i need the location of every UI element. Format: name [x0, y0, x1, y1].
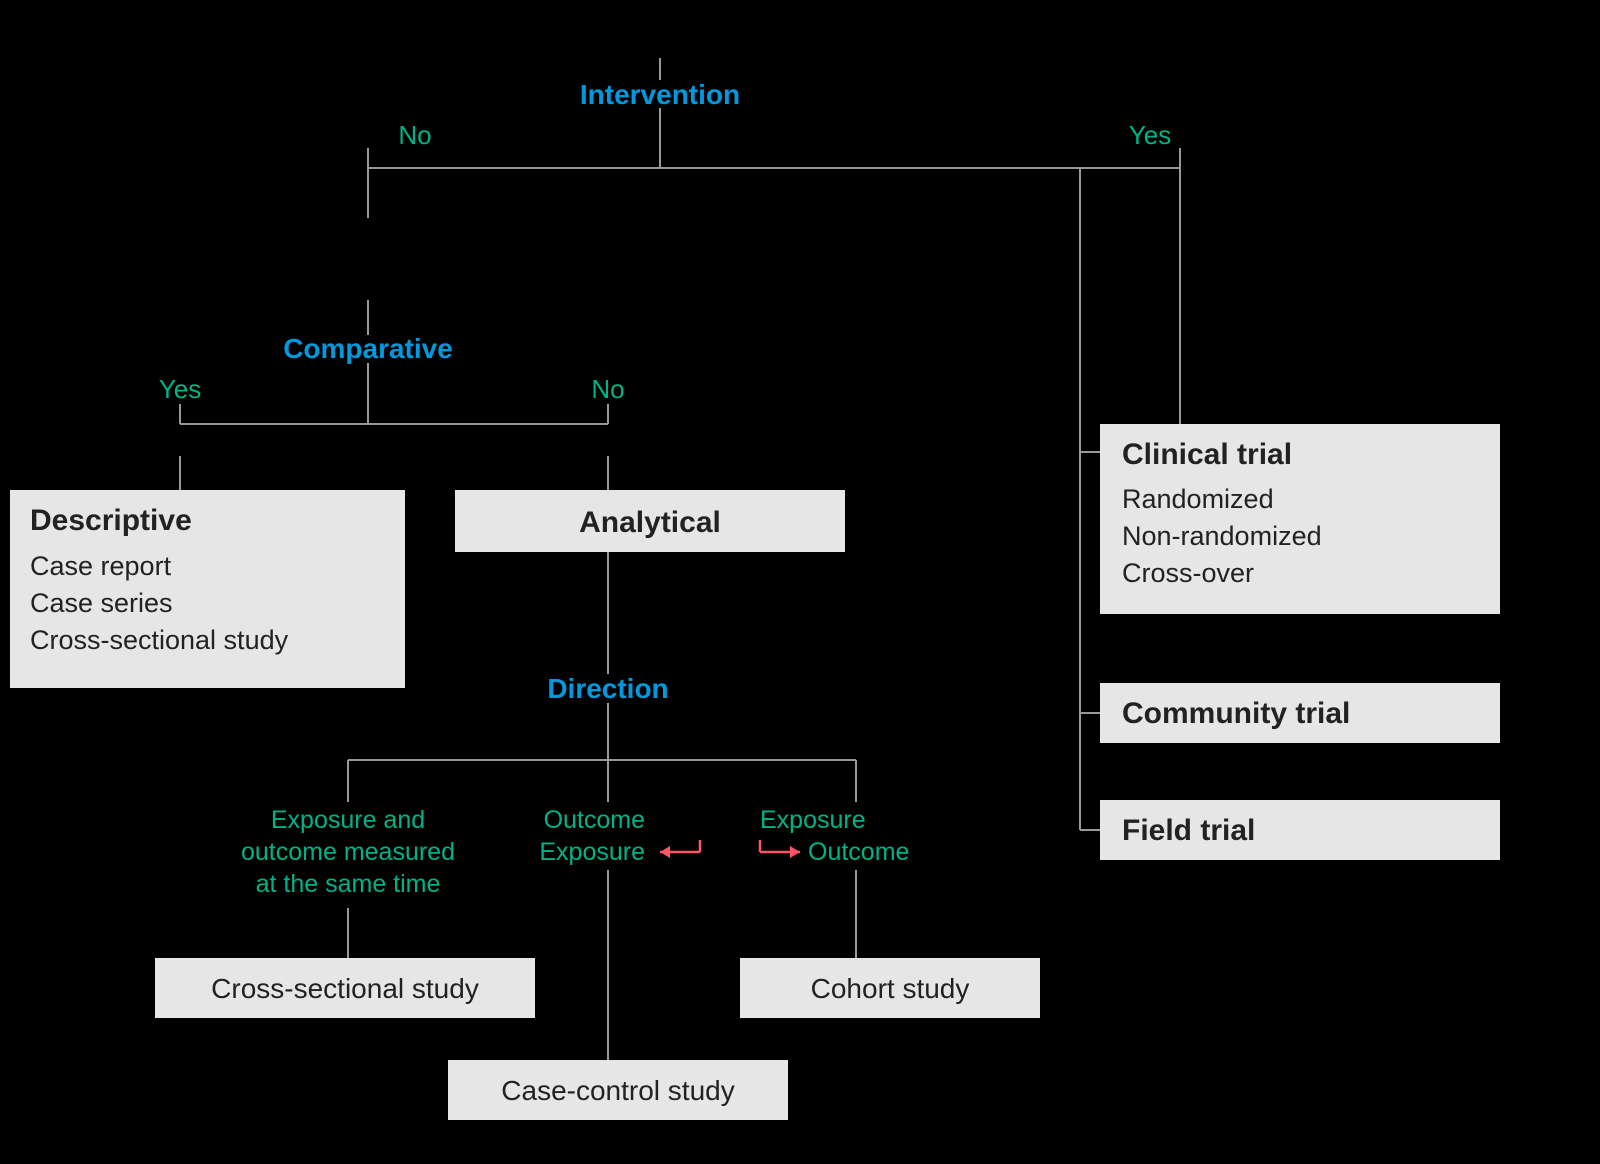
direction-right-bottom: Outcome	[808, 838, 909, 866]
analytical-title: Analytical	[579, 506, 721, 539]
comparative-no: No	[591, 374, 624, 404]
clinical-trial-title: Clinical trial	[1122, 438, 1292, 471]
comparative-label: Comparative	[283, 333, 453, 364]
field-trial-title: Field trial	[1122, 814, 1255, 847]
clinical-trial-item: Cross-over	[1122, 558, 1254, 588]
case-control-label: Case-control study	[501, 1075, 734, 1106]
direction-mid-bottom: Exposure	[539, 838, 645, 866]
intervention-label: Intervention	[580, 79, 740, 110]
direction-mid-top: Outcome	[544, 806, 645, 834]
community-trial-title: Community trial	[1122, 697, 1350, 730]
comparative-yes: Yes	[159, 374, 201, 404]
cross-sectional-label: Cross-sectional study	[211, 973, 479, 1004]
descriptive-item: Case series	[30, 588, 173, 618]
intervention-no: No	[398, 120, 431, 150]
arrow-right-icon	[760, 840, 800, 858]
intervention-yes: Yes	[1129, 120, 1171, 150]
arrow-left-icon	[660, 840, 700, 858]
descriptive-title: Descriptive	[30, 504, 192, 537]
cohort-label: Cohort study	[811, 973, 970, 1004]
flowchart-canvas: Descriptive Case report Case series Cros…	[0, 0, 1600, 1164]
direction-left-line: outcome measured	[241, 838, 455, 866]
direction-right-top: Exposure	[760, 806, 866, 834]
direction-left-line: at the same time	[256, 870, 441, 898]
direction-left-line: Exposure and	[271, 806, 425, 834]
descriptive-item: Cross-sectional study	[30, 625, 289, 655]
descriptive-item: Case report	[30, 551, 172, 581]
direction-label: Direction	[547, 673, 668, 704]
clinical-trial-item: Non-randomized	[1122, 521, 1322, 551]
clinical-trial-item: Randomized	[1122, 484, 1274, 514]
